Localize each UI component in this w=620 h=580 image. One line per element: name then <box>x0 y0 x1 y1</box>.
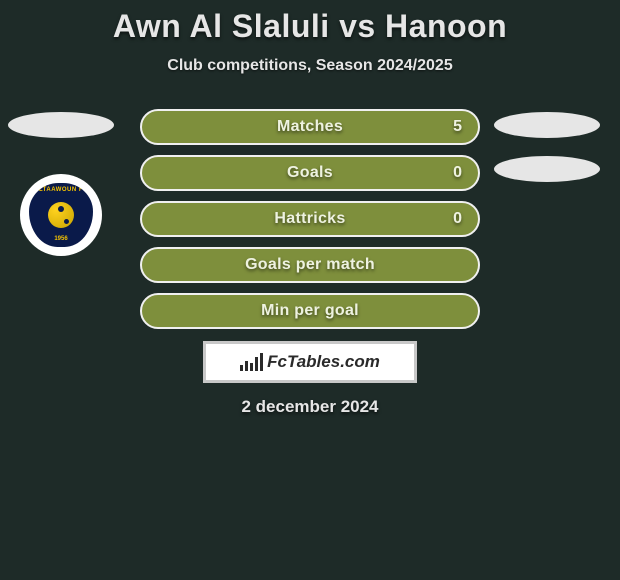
stat-bar-goals-per-match: Goals per match <box>140 247 480 283</box>
stat-bar-hattricks: Hattricks 0 <box>140 201 480 237</box>
stat-row: Goals 0 <box>0 155 620 191</box>
comparison-card: Awn Al Slaluli vs Hanoon Club competitio… <box>0 0 620 417</box>
stat-value: 0 <box>453 164 462 182</box>
bars-chart-icon <box>240 353 263 371</box>
stat-row: Goals per match <box>0 247 620 283</box>
stat-label: Min per goal <box>261 302 359 320</box>
stat-value: 0 <box>453 210 462 228</box>
stat-bar-matches: Matches 5 <box>140 109 480 145</box>
brand-inner: FcTables.com <box>240 352 380 372</box>
brand-attribution[interactable]: FcTables.com <box>203 341 417 383</box>
stat-label: Matches <box>277 118 343 136</box>
stat-value: 5 <box>453 118 462 136</box>
stat-bar-min-per-goal: Min per goal <box>140 293 480 329</box>
stat-row: Hattricks 0 <box>0 201 620 237</box>
stat-label: Goals per match <box>245 256 375 274</box>
brand-text: FcTables.com <box>267 352 380 372</box>
stat-label: Hattricks <box>274 210 345 228</box>
stat-bar-goals: Goals 0 <box>140 155 480 191</box>
snapshot-date: 2 december 2024 <box>0 397 620 417</box>
page-subtitle: Club competitions, Season 2024/2025 <box>0 57 620 75</box>
page-title: Awn Al Slaluli vs Hanoon <box>0 8 620 45</box>
stat-row: Matches 5 <box>0 109 620 145</box>
stat-label: Goals <box>287 164 333 182</box>
stat-row: Min per goal <box>0 293 620 329</box>
stats-area: ALTAAWOUN FC 1956 Matches 5 Goals 0 <box>0 109 620 329</box>
